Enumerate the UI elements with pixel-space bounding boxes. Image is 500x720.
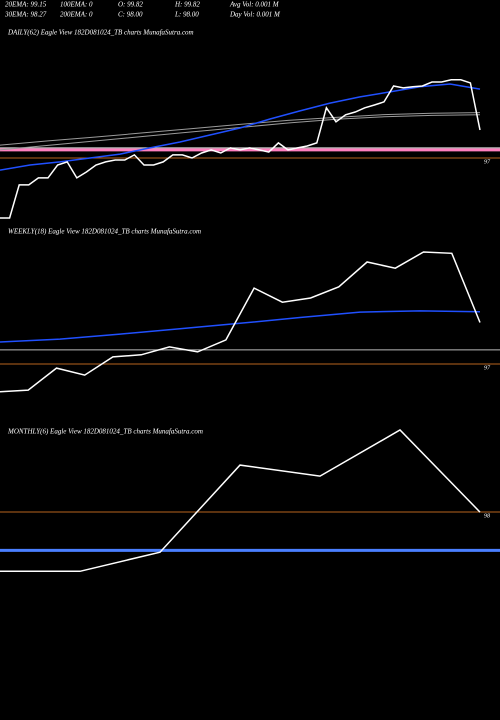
stat-label: H: 99.82 <box>174 1 200 9</box>
price-line <box>0 83 481 171</box>
level-label: 97 <box>484 159 491 165</box>
stat-label: 200EMA: 0 <box>60 11 93 19</box>
stat-label: L: 98.00 <box>174 11 199 19</box>
stat-label: O: 99.82 <box>118 1 143 9</box>
level-label: 97 <box>484 365 491 371</box>
price-line <box>0 79 481 219</box>
stat-label: 100EMA: 0 <box>60 1 93 9</box>
price-line <box>0 112 481 146</box>
stat-label: Avg Vol: 0.001 M <box>229 1 280 9</box>
panel-title: WEEKLY(18) Eagle View 182D081024_TB char… <box>8 228 201 236</box>
panel-title: DAILY(62) Eagle View 182D081024_TB chart… <box>7 29 194 37</box>
stat-label: Day Vol: 0.001 M <box>229 11 281 19</box>
price-line <box>0 429 481 573</box>
level-label: 98 <box>484 513 490 519</box>
stat-label: 20EMA: 99.15 <box>5 1 47 9</box>
stat-label: 30EMA: 98.27 <box>4 11 47 19</box>
stat-label: C: 98.00 <box>118 11 143 19</box>
price-line <box>0 251 481 393</box>
panel-title: MONTHLY(6) Eagle View 182D081024_TB char… <box>7 428 203 436</box>
price-line <box>0 310 481 343</box>
